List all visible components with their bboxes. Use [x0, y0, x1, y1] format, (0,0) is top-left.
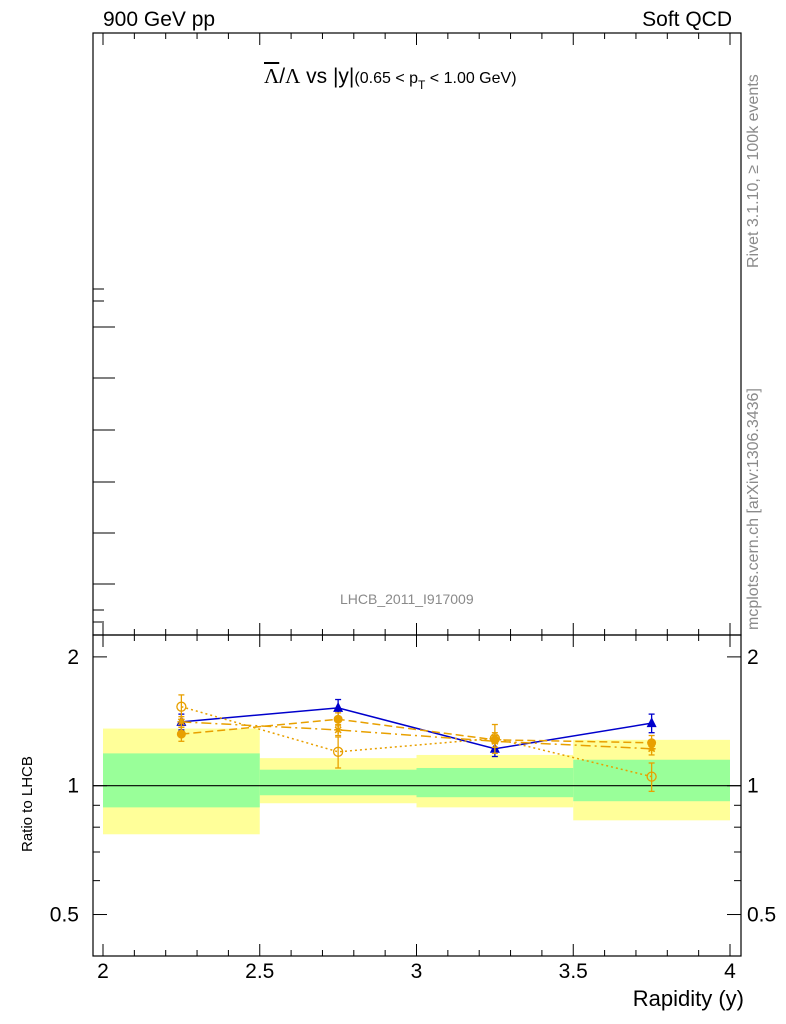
- data-point-open-circle: [332, 746, 344, 757]
- title-range-sub: T: [418, 78, 426, 92]
- x-axis-label: Rapidity (y): [632, 986, 744, 1011]
- y-tick-label-right: 1: [747, 775, 759, 798]
- data-point-open-circle: [646, 771, 657, 782]
- data-point-circle: [176, 729, 186, 739]
- y-tick-label-right: 0.5: [747, 904, 776, 927]
- data-point-star: [647, 744, 656, 753]
- data-point-triangle: [646, 717, 657, 728]
- title-vs: vs |y|: [300, 65, 355, 88]
- data-point-triangle: [333, 701, 344, 712]
- data-point-open-circle: [489, 733, 501, 744]
- y-tick-label-right: 2: [747, 646, 759, 669]
- series-line-3: [181, 705, 652, 778]
- y-tick-label: 1: [67, 775, 79, 798]
- plot-title: Λ/Λ vs |y|(0.65 < pT < 1.00 GeV): [264, 64, 517, 92]
- data-point-star: [177, 717, 186, 726]
- x-tick-label: 3.5: [559, 960, 588, 983]
- header-right-label: Soft QCD: [642, 8, 732, 31]
- x-tick-label: 2.5: [245, 960, 274, 983]
- main-plot-frame: [92, 32, 742, 636]
- data-point-open-circle: [176, 701, 187, 712]
- title-lambda-bar: Λ: [264, 64, 280, 88]
- header-left-label: 900 GeV pp: [103, 8, 216, 31]
- band-inner-0: [103, 753, 260, 808]
- x-tick-label: 2: [97, 960, 109, 983]
- band-inner-1: [259, 769, 417, 796]
- y-tick-label: 2: [67, 646, 79, 669]
- series-line-2: [181, 721, 652, 750]
- band-inner-2: [416, 767, 574, 798]
- x-tick-label: 3: [411, 960, 423, 983]
- data-point-star: [334, 725, 343, 734]
- title-range-close: < 1.00 GeV): [425, 70, 517, 87]
- series-line-1: [181, 718, 652, 744]
- analysis-label: LHCB_2011_I917009: [340, 591, 474, 607]
- title-slash: /: [279, 65, 286, 88]
- data-point-circle: [333, 714, 343, 724]
- x-tick-label: 4: [724, 960, 736, 983]
- series-line-0: [181, 707, 652, 750]
- title-lambda: Λ: [285, 64, 301, 88]
- y-tick-label: 0.5: [50, 904, 79, 927]
- title-range-open: (0.65 < p: [354, 70, 419, 87]
